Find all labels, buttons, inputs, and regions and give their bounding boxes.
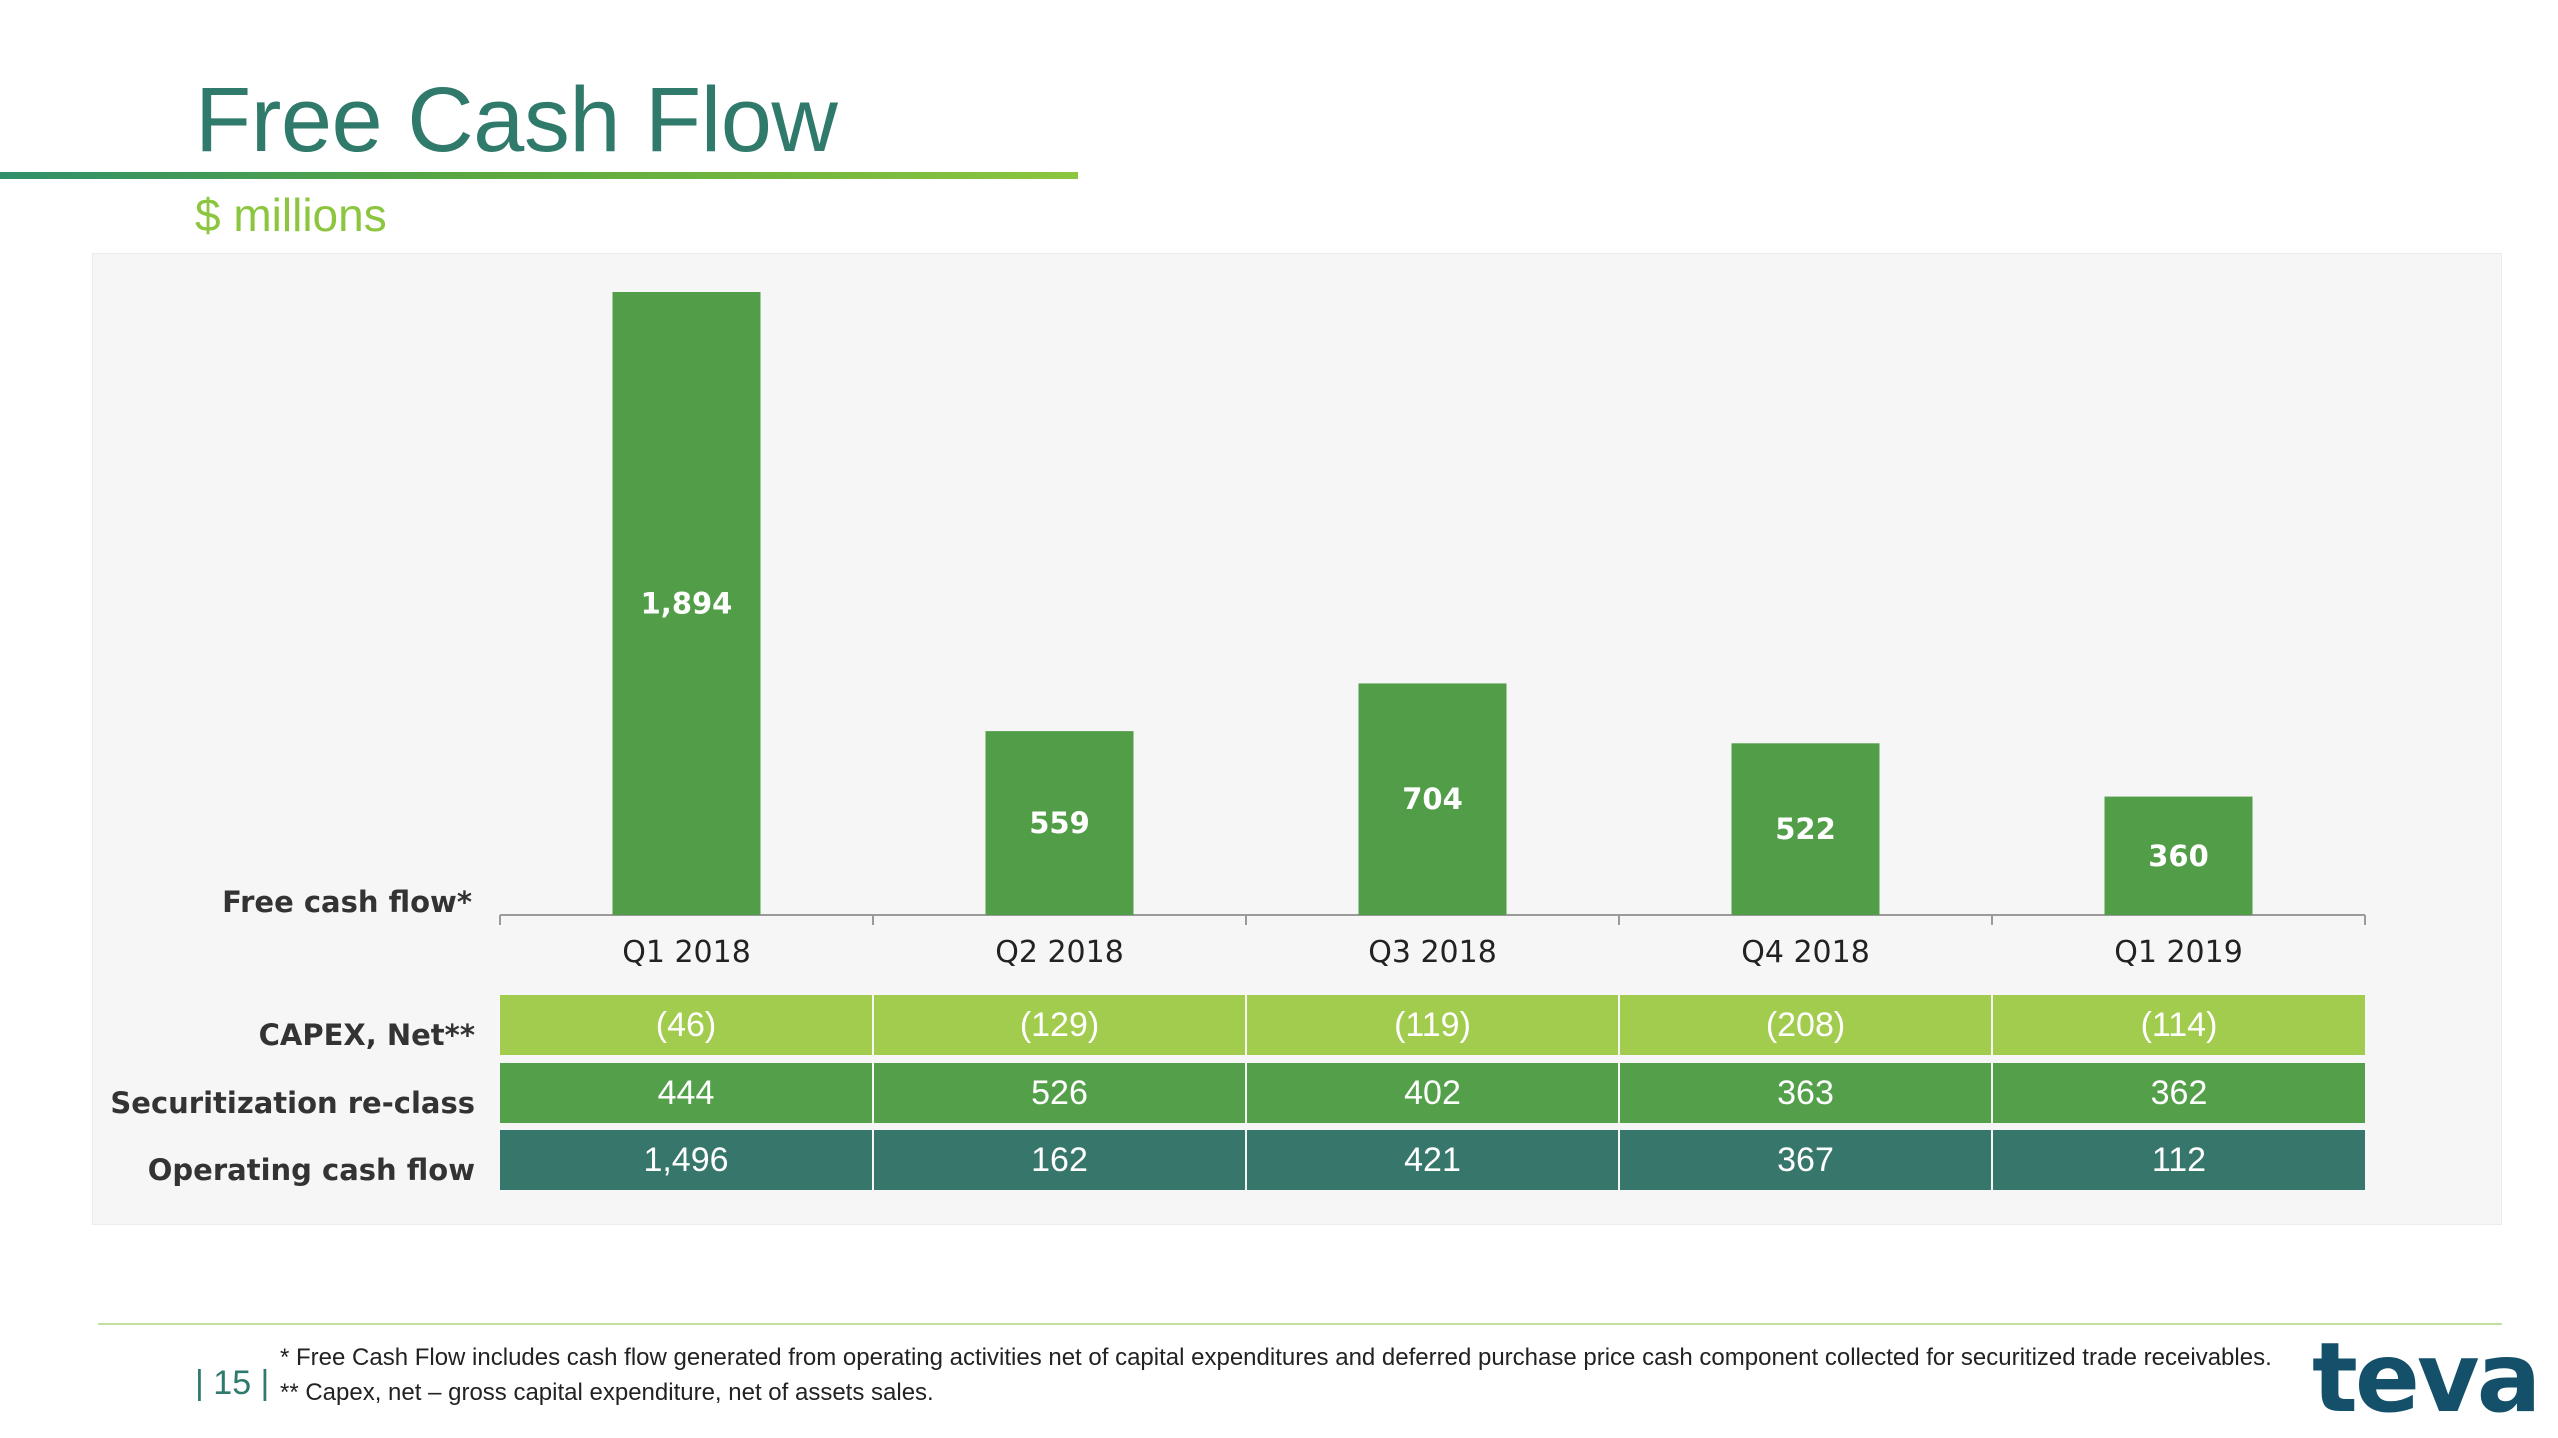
capex-cell-q2-2018: (129) bbox=[874, 995, 1245, 1055]
footer-divider bbox=[98, 1323, 2502, 1325]
operating-cell-q2-2018: 162 bbox=[874, 1130, 1245, 1190]
operating-cell-q3-2018: 421 bbox=[1247, 1130, 1618, 1190]
operating-cell-q1-2018: 1,496 bbox=[500, 1130, 872, 1190]
operating-cell-q1-2019: 112 bbox=[1993, 1130, 2365, 1190]
footnote-capex: ** Capex, net – gross capital expenditur… bbox=[280, 1379, 934, 1406]
x-tick-label: Q1 2019 bbox=[2114, 935, 2243, 970]
bar-value-label: 704 bbox=[1402, 782, 1463, 816]
bar-q1-2018 bbox=[612, 292, 761, 915]
securitization-cell-q3-2018: 402 bbox=[1247, 1063, 1618, 1123]
x-tick-label: Q4 2018 bbox=[1741, 935, 1870, 970]
capex-cell-q1-2019: (114) bbox=[1993, 995, 2365, 1055]
capex-row-label: CAPEX, Net** bbox=[258, 1018, 475, 1052]
operating-cell-q4-2018: 367 bbox=[1620, 1130, 1991, 1190]
bar-chart: Free cash flow* 1,894 Q1 2018 559 Q2 2018 704… bbox=[222, 292, 2366, 970]
capex-cell-q4-2018: (208) bbox=[1620, 995, 1991, 1055]
slide-title: Free Cash Flow bbox=[195, 69, 838, 171]
bar-value-label: 1,894 bbox=[641, 587, 733, 621]
securitization-cell-q4-2018: 363 bbox=[1620, 1063, 1991, 1123]
bar-q3-2018 bbox=[1358, 683, 1507, 915]
securitization-cell-q2-2018: 526 bbox=[874, 1063, 1245, 1123]
x-tick-label: Q1 2018 bbox=[622, 935, 751, 970]
operating-row-label: Operating cash flow bbox=[147, 1153, 475, 1187]
bar-value-label: 559 bbox=[1029, 806, 1090, 840]
page-number: | 15 | bbox=[195, 1364, 270, 1402]
bar-q4-2018 bbox=[1731, 743, 1880, 915]
bar-value-label: 360 bbox=[2148, 839, 2209, 873]
teva-logo: teva bbox=[2312, 1322, 2541, 1434]
title-underline bbox=[0, 172, 1078, 179]
securitization-cell-q1-2019: 362 bbox=[1993, 1063, 2365, 1123]
slide-subtitle: $ millions bbox=[195, 189, 387, 241]
x-tick-label: Q3 2018 bbox=[1368, 935, 1497, 970]
capex-cell-q1-2018: (46) bbox=[500, 995, 872, 1055]
securitization-cell-q1-2018: 444 bbox=[500, 1063, 872, 1123]
capex-cell-q3-2018: (119) bbox=[1247, 995, 1618, 1055]
x-tick-label: Q2 2018 bbox=[995, 935, 1124, 970]
series-label: Free cash flow* bbox=[222, 885, 472, 919]
securitization-row-label: Securitization re-class bbox=[110, 1086, 475, 1120]
bar-q2-2018 bbox=[985, 731, 1134, 915]
footnote-free-cash-flow: * Free Cash Flow includes cash flow gene… bbox=[280, 1344, 2272, 1371]
bar-value-label: 522 bbox=[1775, 812, 1836, 846]
bar-q1-2019 bbox=[2104, 796, 2253, 915]
